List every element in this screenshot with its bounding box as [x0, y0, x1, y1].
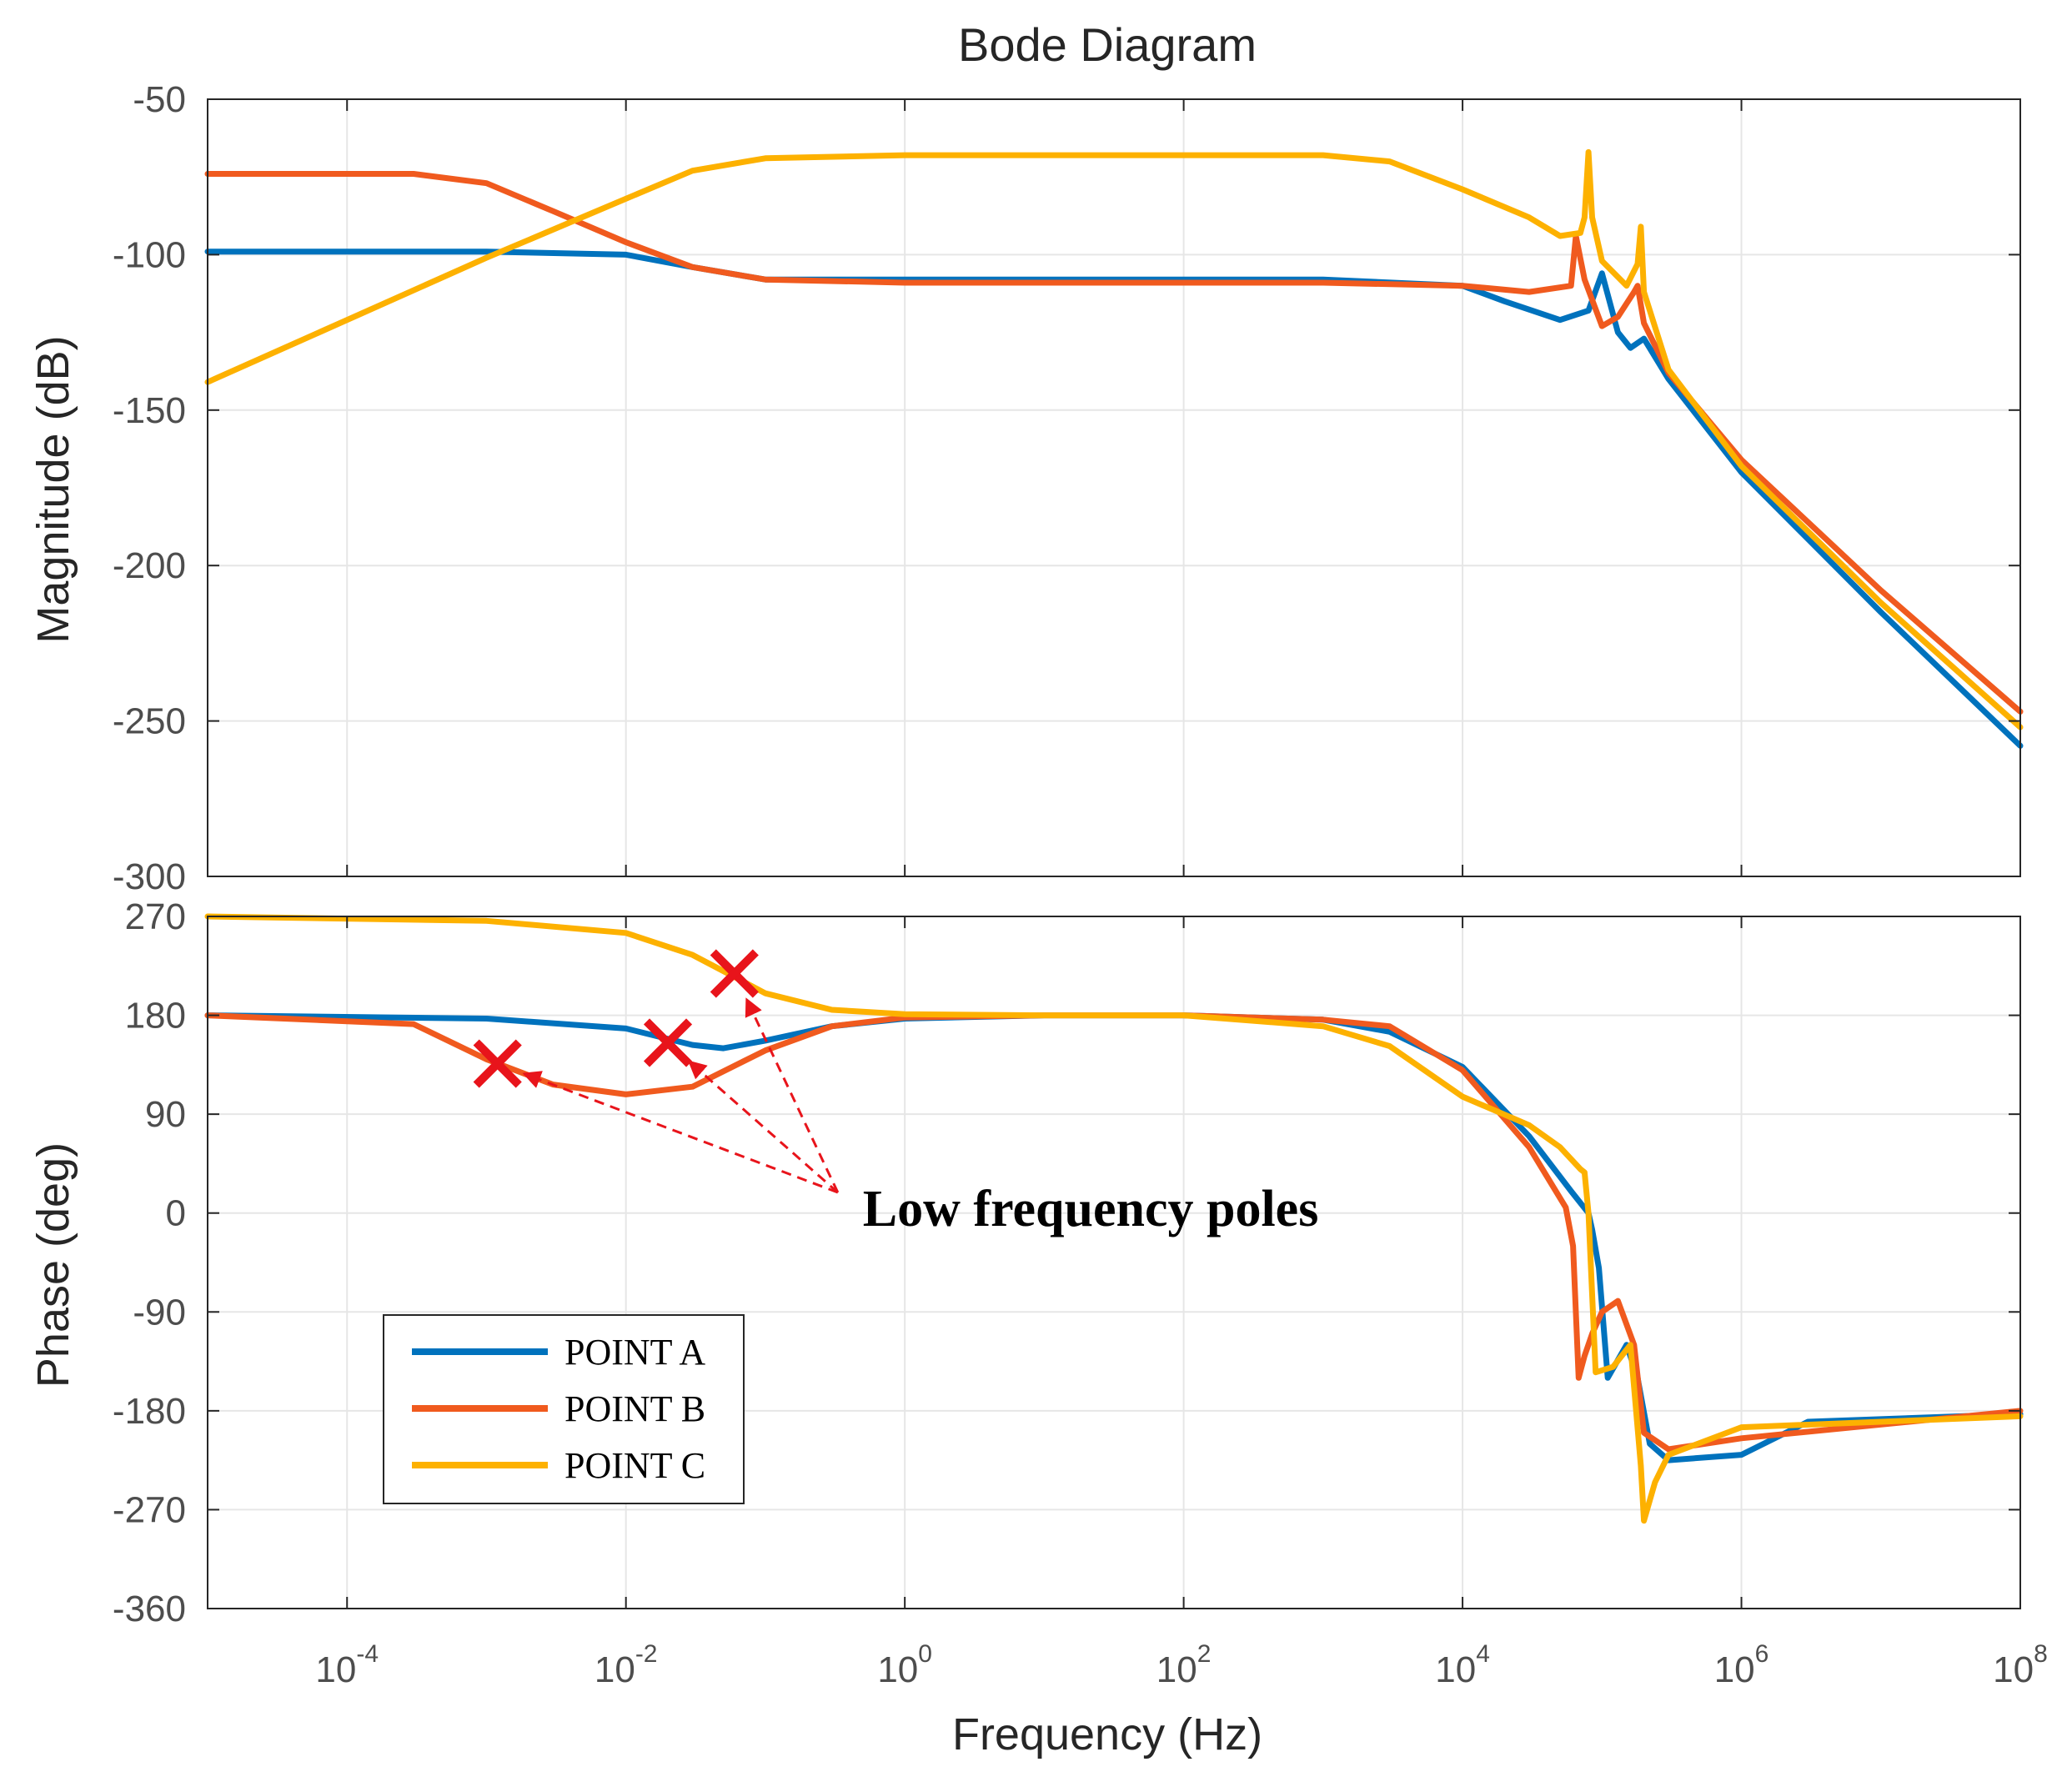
legend-label-point-c: POINT C — [564, 1445, 705, 1486]
annotation-layer: Low frequency poles — [473, 949, 1319, 1237]
phase-y-tick-label: 0 — [166, 1193, 186, 1234]
chart-title: Bode Diagram — [958, 18, 1257, 71]
x-tick-label: 104 — [1435, 1640, 1490, 1690]
phase-y-tick-label: -360 — [113, 1589, 186, 1629]
magnitude-y-tick-label: -150 — [113, 390, 186, 431]
phase-y-tick-label: 270 — [125, 896, 186, 937]
phase-y-tick-label: 180 — [125, 996, 186, 1037]
magnitude-y-tick-label: -200 — [113, 545, 186, 586]
low-frequency-poles-label: Low frequency poles — [863, 1181, 1319, 1237]
legend: POINT A POINT B POINT C — [383, 1314, 745, 1504]
phase-y-tick-label: -270 — [113, 1489, 186, 1530]
axes-frame-layer — [207, 98, 2021, 1609]
legend-label-point-b: POINT B — [564, 1388, 705, 1429]
magnitude-y-tick-label: -300 — [113, 856, 186, 897]
x-tick-label: 106 — [1714, 1640, 1769, 1690]
magnitude-series-point-c — [204, 148, 2024, 730]
x-tick-label: 100 — [877, 1640, 932, 1690]
pole-marker-point-a — [643, 1018, 693, 1067]
phase-y-tick-label: -180 — [113, 1391, 186, 1432]
phase-y-tick-label: -90 — [133, 1292, 186, 1333]
pole-marker-point-b — [473, 1039, 522, 1088]
phase-axes-box — [207, 916, 2021, 1609]
x-tick-label: 10-4 — [315, 1640, 379, 1690]
magnitude-y-tick-label: -100 — [113, 234, 186, 275]
pole-marker-stroke — [473, 1039, 522, 1088]
x-tick-label: 10-2 — [595, 1640, 658, 1690]
magnitude-y-tick-label: -50 — [133, 79, 186, 120]
pole-marker-stroke — [710, 949, 759, 998]
pole-marker-point-c — [710, 949, 759, 998]
pole-marker-stroke — [643, 1018, 693, 1067]
magnitude-series-point-b — [204, 171, 2024, 715]
x-axis-label: Frequency (Hz) — [952, 1709, 1262, 1759]
x-tick-label: 102 — [1156, 1640, 1212, 1690]
pole-arrow-point-b — [522, 1071, 839, 1194]
phase-series-point-b — [204, 1012, 2024, 1453]
magnitude-y-axis-label: Magnitude (dB) — [28, 335, 78, 643]
pole-arrow-point-c — [745, 997, 840, 1193]
phase-y-tick-label: 90 — [145, 1094, 186, 1135]
legend-label-point-a: POINT A — [564, 1332, 705, 1373]
phase-y-axis-label: Phase (deg) — [28, 1142, 78, 1388]
magnitude-axes-box — [207, 98, 2021, 877]
magnitude-y-tick-label: -250 — [113, 701, 186, 742]
x-tick-label: 108 — [1993, 1640, 2048, 1690]
